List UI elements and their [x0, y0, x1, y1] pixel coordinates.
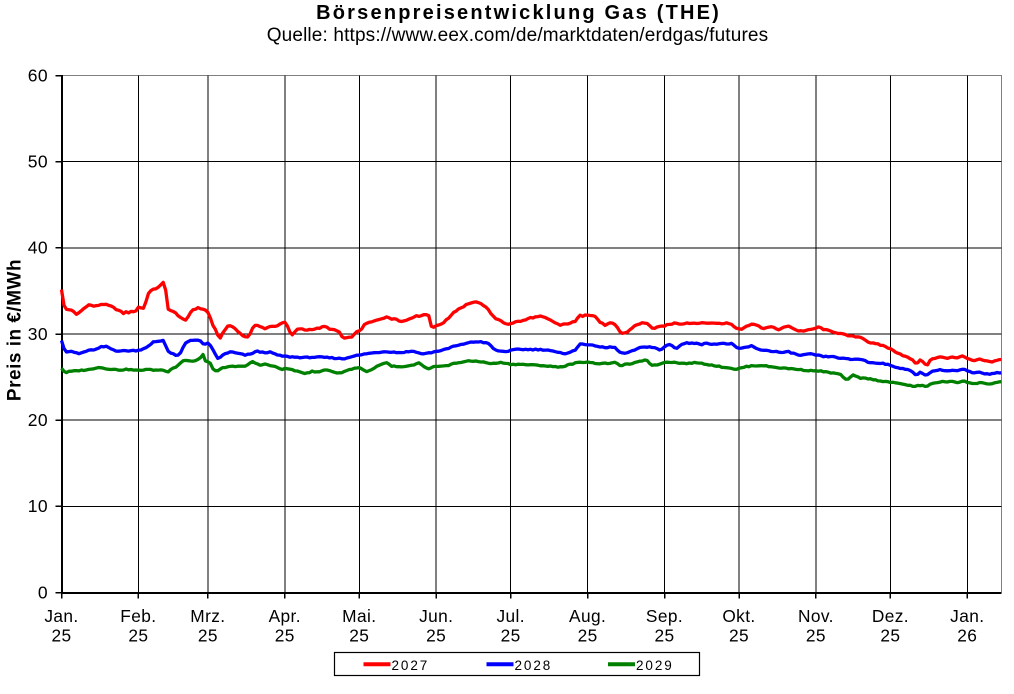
svg-text:25: 25 — [51, 626, 71, 646]
svg-text:25: 25 — [806, 626, 826, 646]
svg-text:25: 25 — [349, 626, 369, 646]
svg-text:25: 25 — [426, 626, 446, 646]
svg-text:Aug.: Aug. — [569, 606, 606, 626]
svg-text:25: 25 — [128, 626, 148, 646]
svg-text:25: 25 — [275, 626, 295, 646]
svg-text:25: 25 — [501, 626, 521, 646]
svg-text:25: 25 — [654, 626, 674, 646]
svg-text:25: 25 — [578, 626, 598, 646]
svg-text:10: 10 — [28, 496, 48, 516]
svg-text:Jan.: Jan. — [44, 606, 78, 626]
svg-text:Preis in €/MWh: Preis in €/MWh — [5, 259, 26, 401]
svg-text:2027: 2027 — [392, 658, 430, 673]
svg-text:Quelle: https://www.eex.com/de: Quelle: https://www.eex.com/de/marktdate… — [267, 25, 769, 46]
svg-text:20: 20 — [28, 410, 48, 430]
svg-text:Feb.: Feb. — [120, 606, 156, 626]
svg-text:26: 26 — [957, 626, 977, 646]
svg-text:Dez.: Dez. — [872, 606, 909, 626]
svg-text:40: 40 — [28, 238, 48, 258]
svg-text:Apr.: Apr. — [269, 606, 301, 626]
svg-text:60: 60 — [28, 65, 48, 85]
svg-text:Jan.: Jan. — [950, 606, 984, 626]
svg-text:25: 25 — [880, 626, 900, 646]
svg-text:Jul.: Jul. — [496, 606, 525, 626]
svg-text:2028: 2028 — [515, 658, 553, 673]
svg-text:Börsenpreisentwicklung Gas (TH: Börsenpreisentwicklung Gas (THE) — [316, 2, 721, 24]
svg-text:Okt.: Okt. — [722, 606, 755, 626]
svg-text:25: 25 — [198, 626, 218, 646]
svg-text:25: 25 — [729, 626, 749, 646]
svg-text:50: 50 — [28, 151, 48, 171]
svg-text:2029: 2029 — [636, 658, 674, 673]
svg-text:Sep.: Sep. — [646, 606, 683, 626]
svg-text:0: 0 — [38, 582, 48, 602]
svg-text:Mai.: Mai. — [342, 606, 376, 626]
svg-text:30: 30 — [28, 324, 48, 344]
svg-text:Nov.: Nov. — [798, 606, 834, 626]
svg-text:Jun.: Jun. — [419, 606, 453, 626]
svg-text:Mrz.: Mrz. — [190, 606, 225, 626]
